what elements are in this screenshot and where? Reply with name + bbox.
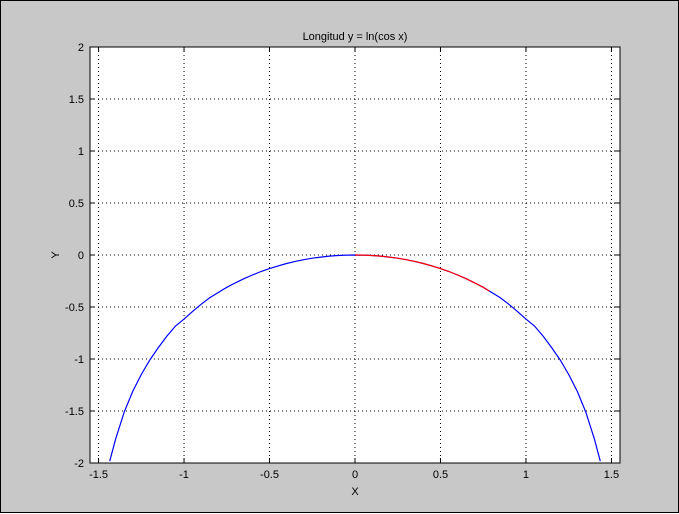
x-tick-label: 0 <box>352 469 358 481</box>
y-tick-label: 0.5 <box>69 198 84 210</box>
x-tick-label: 1.5 <box>604 469 619 481</box>
y-tick-label: -2 <box>74 458 84 470</box>
series-line-2 <box>354 254 490 292</box>
y-axis-label: Y <box>50 251 62 259</box>
x-tick-label: -1.5 <box>89 469 108 481</box>
x-tick-label: 1 <box>523 469 529 481</box>
x-tick-label: -0.5 <box>260 469 279 481</box>
y-tick-label: -1 <box>74 354 84 366</box>
chart-title: Longitud y = ln(cos x) <box>303 31 408 43</box>
axis-ticks <box>90 46 620 464</box>
x-tick-label: 0.5 <box>433 469 448 481</box>
y-tick-label: 2 <box>78 42 84 54</box>
x-axis-label: X <box>351 486 359 498</box>
tick-labels: -1.5 -1 -0.5 0 0.5 1 1.5 -2 -1.5 -1 -0.5 0 0.5 1 1.5 2 <box>65 42 619 481</box>
x-tick-label: -1 <box>179 469 189 481</box>
data-series <box>109 254 601 462</box>
y-tick-label: -1.5 <box>65 406 84 418</box>
y-tick-label: 1 <box>78 146 84 158</box>
y-tick-label: 0 <box>78 250 84 262</box>
y-tick-label: -0.5 <box>65 302 84 314</box>
y-tick-label: 1.5 <box>69 94 84 106</box>
